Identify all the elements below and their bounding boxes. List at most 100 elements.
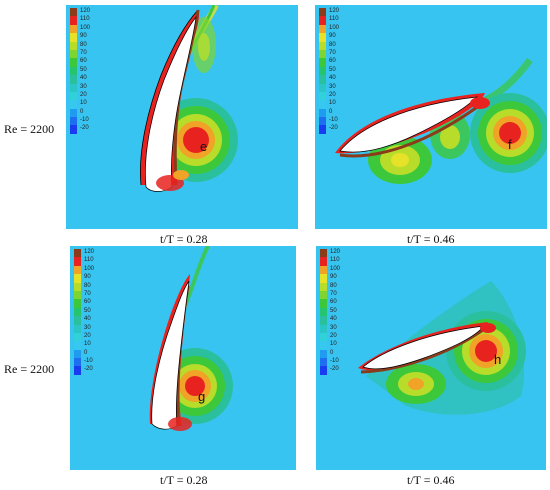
legend-entry: 0 [319,108,359,118]
legend-swatch [74,274,81,283]
legend-label: 0 [329,108,333,115]
row-label-bottom: Re = 2200 [4,362,55,376]
legend-swatch [74,307,81,317]
legend-label: 100 [329,24,340,31]
legend-label: 90 [330,274,337,281]
legend-label: 60 [84,299,91,306]
legend-label: 20 [329,91,336,98]
legend-entry: 70 [70,49,110,59]
legend-entry: 30 [320,324,360,333]
legend-swatch [320,324,327,333]
legend-label: 100 [84,265,95,272]
legend-label: -10 [80,117,89,124]
legend-label: 60 [330,299,337,306]
legend-label: 90 [84,274,91,281]
legend-label: 120 [84,249,95,255]
legend-entry: 10 [319,100,359,109]
legend-entry: 100 [320,265,360,275]
legend-swatch [70,125,77,134]
vortex-marker-g: g [198,389,206,404]
legend-entry: 100 [74,265,114,275]
legend-label: 70 [330,290,337,297]
legend-swatch [320,299,327,308]
legend-label: 50 [329,66,336,73]
legend-entry: -10 [70,117,110,126]
legend-entry: -20 [319,125,359,134]
time-caption-g: t/T = 0.28 [160,473,208,487]
legend-label: 10 [329,100,336,107]
legend-entry: 60 [319,58,359,67]
legend-entry: 50 [70,66,110,76]
legend-label: 40 [80,75,87,82]
legend-entry: 90 [320,274,360,283]
legend-swatch [319,16,326,25]
legend-entry: 110 [319,16,359,25]
contour-plot-f [335,57,547,184]
legend-swatch [320,290,327,300]
color-legend-h: 120 110 100 90 80 70 60 50 40 30 20 10 0 -10 -20 [320,249,360,375]
legend-entry: 20 [70,91,110,101]
legend-entry: 90 [319,33,359,42]
legend-label: 20 [80,91,87,98]
legend-swatch [320,341,327,350]
legend-entry: 30 [74,324,114,333]
legend-swatch [319,125,326,134]
legend-entry: 40 [319,75,359,84]
legend-entry: -20 [320,366,360,375]
legend-swatch [319,75,326,84]
legend-entry: 20 [74,332,114,342]
legend-swatch [74,282,81,291]
legend-swatch [74,324,81,333]
legend-swatch [70,75,77,84]
legend-swatch [319,108,326,118]
legend-entry: 110 [320,257,360,266]
legend-label: 70 [329,49,336,56]
legend-swatch [70,66,77,76]
legend-swatch [74,316,81,325]
legend-swatch [74,358,81,367]
legend-entry: 70 [319,49,359,59]
legend-swatch [70,58,77,67]
legend-label: 90 [329,33,336,40]
legend-swatch [319,8,326,17]
legend-label: 60 [80,58,87,65]
legend-label: 80 [330,282,337,289]
legend-label: 110 [80,16,90,23]
legend-label: 50 [330,307,337,314]
legend-label: 70 [80,49,87,56]
legend-entry: 90 [74,274,114,283]
legend-swatch [319,66,326,76]
contour-panel-g: 120 110 100 90 80 70 60 50 40 30 20 10 0 -10 -20 g [70,246,296,470]
legend-swatch [74,265,81,275]
contour-panel-f: 120 110 100 90 80 70 60 50 40 30 20 10 0 -10 -20 f [315,5,547,229]
legend-entry: 40 [70,75,110,84]
legend-swatch [319,100,326,109]
legend-swatch [74,332,81,342]
legend-swatch [74,299,81,308]
legend-label: 40 [84,316,91,323]
legend-entry: 110 [74,257,114,266]
legend-entry: 0 [70,108,110,118]
legend-label: 110 [329,16,339,23]
legend-entry: 0 [74,349,114,359]
legend-label: 120 [330,249,341,255]
legend-entry: 50 [320,307,360,317]
legend-swatch [320,366,327,375]
legend-entry: -20 [70,125,110,134]
legend-swatch [70,41,77,50]
color-legend-f: 120 110 100 90 80 70 60 50 40 30 20 10 0 -10 -20 [319,8,359,134]
legend-entry: 40 [74,316,114,325]
legend-label: 50 [84,307,91,314]
legend-entry: 30 [319,83,359,92]
legend-label: 10 [330,341,337,348]
legend-label: 50 [80,66,87,73]
legend-label: -20 [84,366,93,373]
legend-swatch [70,33,77,42]
legend-entry: 40 [320,316,360,325]
legend-label: 110 [330,257,340,264]
legend-entry: 60 [320,299,360,308]
legend-entry: 20 [319,91,359,101]
legend-label: 20 [330,332,337,339]
legend-label: 10 [84,341,91,348]
legend-swatch [319,58,326,67]
